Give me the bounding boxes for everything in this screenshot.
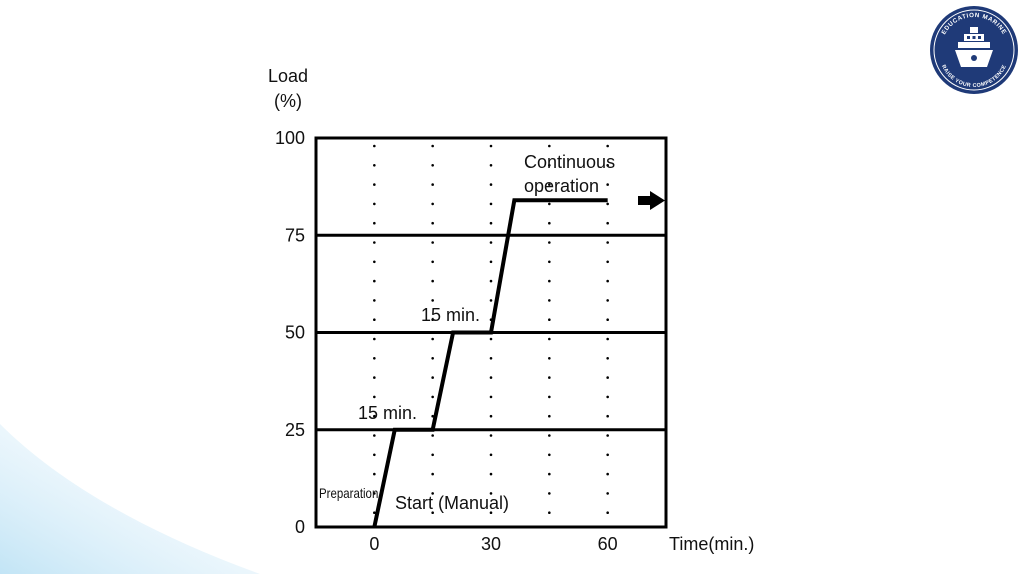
annotation-start: Start (Manual) (395, 493, 509, 513)
x-tick-label: 0 (369, 534, 379, 554)
y-tick-label: 100 (275, 128, 305, 148)
load-series-line-0 (372, 198, 608, 528)
y-tick-label: 75 (285, 225, 305, 245)
y-axis-label-line1: Load (268, 66, 308, 86)
annotation-preparation: Preparation (319, 485, 378, 501)
x-tick-label: 30 (481, 534, 501, 554)
continuation-arrow-icon (638, 191, 665, 210)
series-layer (372, 198, 608, 528)
annotation-continuous-line2: operation (524, 176, 599, 196)
y-axis-label-line2: (%) (274, 91, 302, 111)
annotation-continuous-line1: Continuous (524, 152, 615, 172)
y-tick-label: 25 (285, 420, 305, 440)
ship-emblem-icon (955, 27, 993, 67)
annotation-step2: 15 min. (421, 305, 480, 325)
x-tick-label: 60 (598, 534, 618, 554)
annotation-step1: 15 min. (358, 403, 417, 423)
tick-labels: 100 75 50 25 0 0 30 60 (275, 128, 618, 554)
x-axis-label: Time(min.) (669, 534, 754, 554)
y-tick-label: 50 (285, 323, 305, 343)
education-marine-logo: EDUCATION MARINE RAISE YOUR COMPETENCE (929, 5, 1019, 95)
y-tick-label: 0 (295, 517, 305, 537)
plot-frame (314, 136, 668, 529)
